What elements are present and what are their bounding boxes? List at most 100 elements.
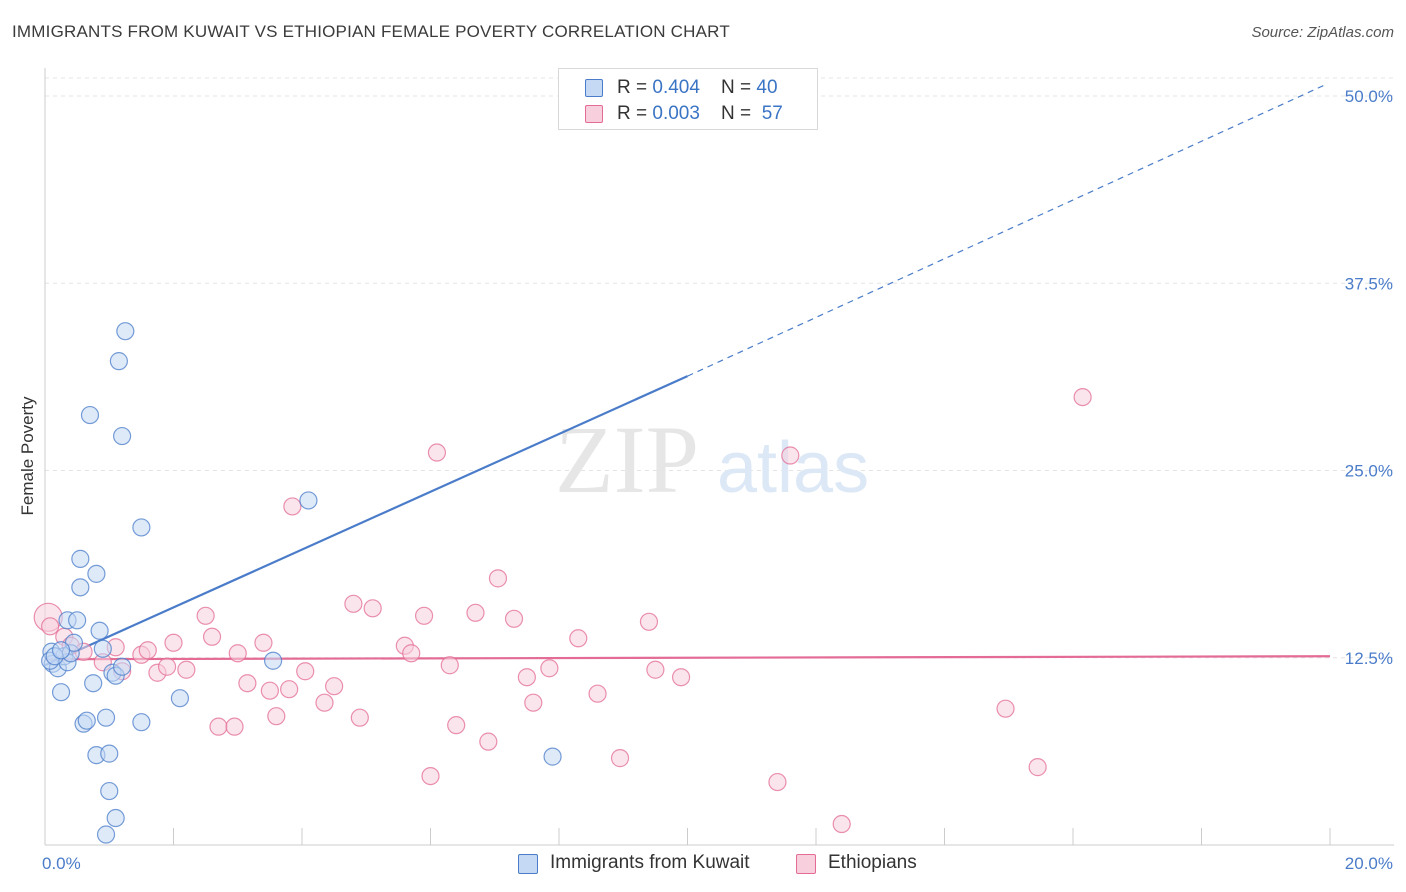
point-kuwait [90,621,109,640]
point-kuwait [80,405,100,425]
point-ethiopians [344,594,363,613]
point-kuwait [51,683,71,702]
point-kuwait [100,781,119,801]
point-ethiopians [524,693,543,712]
point-kuwait [96,708,116,727]
bottom-legend-swatch-ethiopians [796,854,816,874]
correlation-legend: R = 0.404 N = 40 R = 0.003 N = 57 [558,68,818,130]
point-ethiopians [164,633,183,652]
point-ethiopians [427,443,447,462]
legend-n-label: N = [721,103,757,124]
legend-r-label: R = [617,77,653,98]
legend-n-value: 57 [761,103,783,124]
point-kuwait [71,578,90,597]
point-kuwait [132,713,151,732]
point-ethiopians [414,606,434,625]
point-ethiopians [781,446,800,465]
point-kuwait [543,747,562,766]
y-tick-label: 12.5% [1345,649,1393,668]
point-ethiopians [639,612,659,631]
point-ethiopians [225,717,244,736]
point-kuwait [106,808,125,828]
point-kuwait [93,639,112,658]
bottom-legend-label-kuwait: Immigrants from Kuwait [550,852,750,873]
point-ethiopians [177,660,196,679]
y-tick-label: 25.0% [1345,462,1393,481]
point-ethiopians [540,659,559,678]
point-ethiopians [832,814,851,834]
legend-r-label: R = [617,103,653,124]
point-ethiopians [646,660,665,679]
y-axis-label: Female Poverty [18,396,37,516]
point-kuwait [132,518,151,537]
point-ethiopians [569,629,588,648]
point-kuwait [100,744,119,763]
y-tick-label: 37.5% [1345,274,1393,293]
point-kuwait [87,564,106,583]
point-ethiopians [325,677,344,696]
x-tick-label: 20.0% [1345,854,1393,873]
trend-lines [44,84,1331,667]
y-tick-label: 50.0% [1345,87,1393,106]
point-ethiopians [254,633,273,652]
point-ethiopians [196,606,215,625]
legend-r-value: 0.404 [652,77,700,98]
point-kuwait [68,611,87,630]
legend-swatch-ethiopians [585,105,603,123]
point-ethiopians [671,668,691,687]
point-ethiopians [267,707,286,726]
legend-swatch-kuwait [585,79,603,97]
axes [44,68,1394,846]
gridlines [45,77,1394,659]
point-ethiopians [1028,758,1047,777]
point-kuwait [170,689,190,708]
point-kuwait [51,641,71,660]
bottom-legend-label-ethiopians: Ethiopians [828,852,917,873]
point-ethiopians [588,684,607,703]
point-ethiopians [421,766,440,786]
point-ethiopians [610,749,630,768]
point-kuwait [71,549,90,568]
point-ethiopians [315,693,334,712]
axis-labels: 12.5% 25.0% 37.5% 50.0% 0.0% 20.0% Female Pove… [18,87,1393,873]
source-credit: Source: ZipAtlas.com [1251,24,1394,41]
point-ethiopians [280,680,299,699]
point-kuwait [116,322,135,341]
point-ethiopians [1073,387,1092,407]
legend-n-value: 40 [756,77,778,98]
point-ethiopians [466,603,485,622]
chart-title: IMMIGRANTS FROM KUWAIT VS ETHIOPIAN FEMA… [12,22,730,41]
point-ethiopians [350,708,369,727]
point-ethiopians [402,644,421,663]
point-ethiopians [238,674,257,693]
point-ethiopians [440,656,459,675]
point-ethiopians [447,716,466,735]
trend-line-ethiopians [44,655,1331,661]
watermark-atlas: atlas [717,428,869,508]
point-ethiopians [488,569,508,588]
point-kuwait [77,711,96,730]
legend-n-label: N = [721,77,757,98]
point-ethiopians [41,617,60,636]
point-ethiopians [228,644,247,663]
point-ethiopians [517,668,536,687]
watermark-zip: ZIP [555,406,699,513]
bottom-legend-swatch-kuwait [518,854,538,874]
point-kuwait [112,657,132,676]
trend-line-kuwait [44,375,688,667]
point-kuwait [96,825,116,844]
point-ethiopians [996,699,1015,718]
point-ethiopians [504,609,524,628]
point-ethiopians [363,599,382,618]
point-kuwait [112,426,132,446]
point-ethiopians [283,497,302,516]
point-kuwait [299,491,318,510]
point-ethiopians [260,681,279,700]
point-ethiopians [296,662,315,681]
x-tick-label: 0.0% [42,854,81,873]
watermark: ZIP atlas [555,406,869,513]
point-ethiopians [202,627,222,646]
point-kuwait [84,674,103,693]
point-ethiopians [479,732,498,751]
legend-r-value: 0.003 [652,103,700,124]
